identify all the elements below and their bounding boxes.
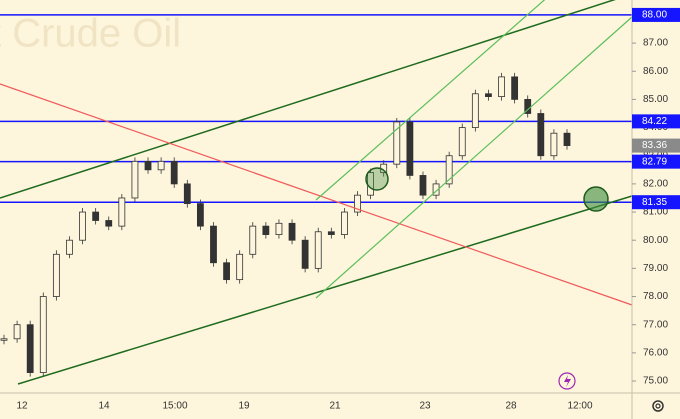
candle [314,231,322,269]
y-tick-label: 75.00 [643,376,668,387]
x-tick-label: 12 [16,401,28,412]
candle [393,121,401,165]
level-label: 82.79 [642,156,667,167]
level-tag [632,7,680,22]
candle [471,93,479,128]
candle [170,160,178,185]
candle [327,231,335,235]
x-tick-label: 23 [419,401,431,412]
x-tick-label: 21 [329,401,341,412]
candle [196,203,204,227]
candle [144,160,152,171]
trend-line [0,83,633,306]
event-icon-bolt [564,375,571,387]
candle [262,225,270,235]
channel-line [315,0,546,201]
x-tick-label: 28 [505,401,517,412]
candle [183,183,191,205]
marker-circle [583,186,609,212]
candle [550,132,558,157]
candle [288,222,296,241]
marker-circle [365,167,389,191]
candle [210,225,217,264]
last-price-tag [632,138,680,153]
x-tick-label: 19 [238,401,250,412]
candle [458,127,466,157]
candle [105,220,113,227]
last-price-label: 83.36 [642,140,667,151]
level-label: 81.35 [642,197,667,208]
y-tick-label: 76.00 [643,347,668,358]
x-tick-label: 12:00 [567,401,592,412]
candle [301,239,309,269]
level-tag [632,154,680,169]
candle [79,211,86,241]
candle [39,296,47,373]
x-tick-label: 14 [98,401,110,412]
channel-line [315,16,633,299]
level-tag [632,195,680,210]
candle [26,324,34,373]
y-tick-label: 87.00 [643,38,668,49]
candle [341,211,348,235]
candle [118,197,126,227]
y-tick-label: 78.00 [643,291,668,302]
event-icon[interactable] [558,372,576,390]
trend-line [0,0,616,199]
level-label: 84.22 [642,116,667,127]
watermark: t Crude Oil [0,12,181,56]
y-tick-label: 79.00 [643,263,668,274]
level-tag [632,114,680,129]
candle [0,338,8,341]
candle [92,211,100,221]
y-tick-label: 82.00 [643,179,668,190]
y-tick-label: 77.00 [643,319,668,330]
candle [275,222,283,235]
candle [432,183,440,196]
y-tick-label: 81.00 [643,207,668,218]
candle [249,225,257,255]
y-tick-label: 80.00 [643,235,668,246]
candle [236,253,244,281]
candle [223,262,230,281]
candle [563,132,571,146]
candle [66,239,73,255]
candle [485,93,492,97]
candle [131,160,139,199]
candle [445,155,453,185]
candle [157,160,165,171]
candle [406,121,414,176]
candle [498,76,505,97]
y-tick-label: 86.00 [643,66,668,77]
candle [419,175,427,196]
y-tick-label: 85.00 [643,94,668,105]
settings-gear[interactable] [652,400,664,412]
candle [511,76,519,100]
candle [354,194,361,213]
x-tick-label: 15:00 [162,401,187,412]
candle [13,324,21,340]
axis-labels: 75.00 76.00 77.00 78.00 79.00 80.00 81.00 82.00… [16,7,680,412]
level-label: 88.00 [642,10,667,21]
candle [537,113,545,157]
candle [52,253,60,297]
